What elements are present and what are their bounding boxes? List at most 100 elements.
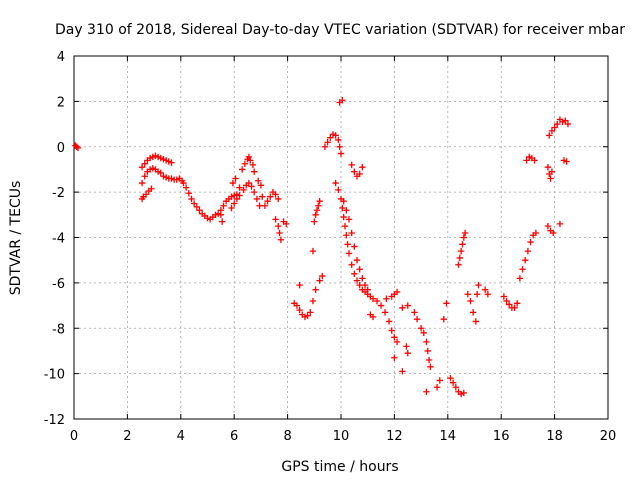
- data-point: [138, 163, 146, 171]
- y-tick-label: 0: [57, 141, 65, 156]
- x-tick-label: 8: [283, 429, 291, 444]
- data-point: [267, 193, 274, 200]
- data-point: [500, 293, 508, 300]
- data-point: [309, 297, 317, 305]
- data-point: [527, 238, 534, 246]
- data-point: [456, 254, 464, 262]
- data-point: [388, 327, 395, 334]
- data-point: [309, 247, 317, 255]
- data-point: [345, 250, 353, 257]
- data-point: [236, 184, 243, 191]
- data-point: [411, 309, 418, 316]
- data-point: [311, 218, 318, 225]
- data-point: [391, 334, 398, 341]
- data-point: [256, 202, 263, 209]
- data-point: [339, 204, 346, 212]
- data-point: [452, 384, 460, 391]
- data-point: [481, 286, 489, 293]
- data-point: [229, 179, 237, 187]
- data-point: [241, 160, 249, 167]
- data-point: [356, 170, 363, 178]
- data-point: [261, 202, 269, 209]
- x-tick-label: 14: [440, 429, 457, 444]
- y-tick-label: -6: [52, 277, 65, 292]
- x-tick-label: 12: [386, 429, 403, 444]
- data-point: [359, 163, 366, 171]
- data-point: [336, 143, 343, 150]
- data-point: [532, 229, 540, 237]
- data-point: [563, 158, 570, 165]
- data-point: [484, 291, 492, 298]
- y-tick-label: -8: [52, 322, 65, 337]
- data-point: [551, 124, 558, 131]
- data-point: [544, 163, 552, 171]
- data-point: [457, 247, 465, 255]
- data-point: [443, 300, 450, 307]
- data-point: [259, 193, 266, 200]
- data-point: [460, 234, 468, 241]
- data-point: [544, 222, 552, 230]
- data-point: [351, 168, 358, 175]
- data-point: [514, 300, 521, 307]
- data-point: [142, 191, 150, 198]
- data-point: [312, 211, 319, 219]
- data-point: [182, 184, 190, 191]
- data-point: [141, 173, 148, 180]
- data-point: [404, 302, 411, 309]
- data-point: [381, 309, 389, 316]
- data-point: [348, 161, 355, 169]
- data-point: [240, 186, 247, 194]
- data-point: [433, 384, 441, 391]
- data-point: [511, 304, 518, 312]
- x-tick-label: 20: [600, 429, 617, 444]
- data-point: [351, 270, 358, 277]
- y-tick-label: 2: [57, 95, 65, 110]
- data-point: [399, 304, 406, 312]
- data-point: [522, 256, 529, 264]
- data-point: [455, 261, 462, 268]
- data-point: [425, 356, 433, 364]
- data-point: [548, 127, 556, 135]
- data-point: [141, 160, 148, 167]
- data-point: [413, 315, 421, 323]
- data-point: [335, 186, 342, 194]
- data-point: [248, 183, 255, 190]
- data-point: [327, 134, 334, 141]
- data-point: [217, 207, 225, 214]
- data-point: [531, 157, 538, 164]
- data-point: [351, 243, 358, 250]
- y-tick-label: -2: [52, 186, 65, 201]
- data-point: [138, 179, 146, 187]
- data-point: [464, 291, 472, 298]
- y-tick-label: -12: [44, 413, 65, 428]
- y-tick-label: -10: [44, 368, 65, 383]
- data-point: [341, 222, 349, 230]
- y-tick-label: 4: [57, 50, 65, 65]
- data-point: [516, 275, 524, 282]
- data-point: [383, 295, 390, 302]
- data-point: [275, 222, 282, 230]
- data-point: [506, 301, 513, 308]
- data-point: [403, 343, 410, 350]
- data-point: [547, 175, 554, 182]
- data-point: [190, 200, 198, 207]
- data-point: [423, 388, 430, 395]
- data-point: [359, 275, 366, 282]
- data-point: [249, 161, 257, 169]
- data-point: [469, 309, 477, 316]
- data-point: [276, 229, 283, 237]
- data-point: [193, 203, 201, 211]
- data-point: [427, 363, 434, 371]
- data-point: [503, 297, 510, 305]
- data-point: [353, 277, 361, 284]
- data-point: [423, 338, 430, 346]
- x-tick-label: 6: [230, 429, 238, 444]
- x-tick-label: 10: [333, 429, 350, 444]
- data-point: [239, 166, 246, 173]
- data-point: [231, 200, 238, 207]
- data-point: [312, 286, 319, 293]
- data-point: [436, 377, 443, 384]
- data-point: [377, 302, 385, 309]
- data-point: [548, 168, 556, 175]
